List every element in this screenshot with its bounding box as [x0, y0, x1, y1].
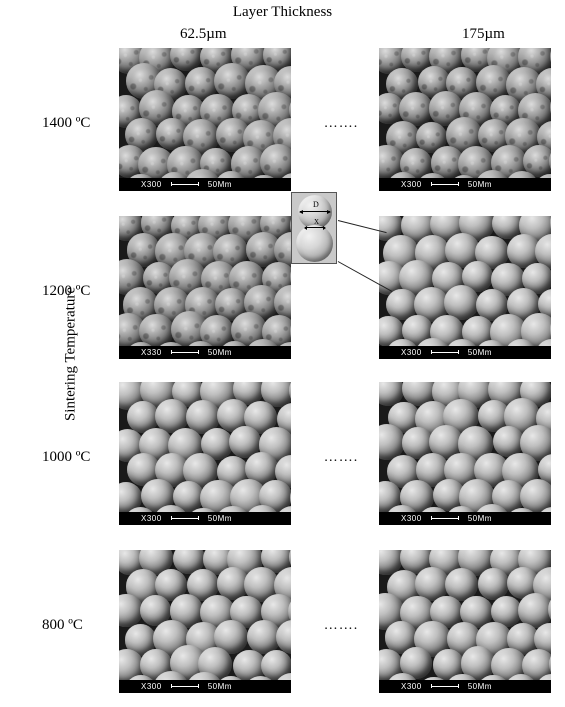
sem-panel-1400-62: X300 50Mm: [119, 48, 291, 191]
magnification: X300: [141, 682, 162, 691]
sem-panel-1000-175: X300 50Mm: [379, 382, 551, 525]
scale-length: 50Mm: [468, 514, 492, 523]
scale-line-icon: [431, 518, 459, 519]
scale-length: 50Mm: [468, 180, 492, 189]
magnification: X300: [141, 514, 162, 523]
scale-line-icon: [171, 184, 199, 185]
scale-bar: X300 50Mm: [379, 680, 551, 693]
column-header-right: 175µm: [462, 26, 505, 43]
row-label-1200: 1200 ºC: [42, 283, 90, 300]
sem-panel-800-175: X300 50Mm: [379, 550, 551, 693]
magnification: X300: [141, 180, 162, 189]
scale-line-icon: [431, 184, 459, 185]
scale-bar: X300 50Mm: [379, 346, 551, 359]
inset-sphere-bottom: [296, 225, 333, 262]
ellipsis-row1: …….: [316, 116, 366, 132]
scale-bar: X300 50Mm: [379, 178, 551, 191]
dimension-label-D: D: [313, 200, 319, 209]
sem-panel-1200-175: X300 50Mm: [379, 216, 551, 359]
scale-length: 50Mm: [468, 348, 492, 357]
inset-two-spheres: D X: [291, 192, 337, 264]
scale-bar: X300 50Mm: [119, 512, 291, 525]
scale-length: 50Mm: [208, 514, 232, 523]
column-header-left: 62.5µm: [180, 26, 227, 43]
magnification: X300: [401, 180, 422, 189]
ellipsis-row4: …….: [316, 618, 366, 634]
sem-panel-1200-62: X330 50Mm: [119, 216, 291, 359]
magnification: X300: [401, 514, 422, 523]
magnification: X300: [401, 348, 422, 357]
scale-line-icon: [171, 686, 199, 687]
row-label-800: 800 ºC: [42, 617, 83, 634]
sem-panel-800-62: X300 50Mm: [119, 550, 291, 693]
sem-panel-1400-175: X300 50Mm: [379, 48, 551, 191]
scale-line-icon: [171, 352, 199, 353]
scale-bar: X300 50Mm: [119, 178, 291, 191]
magnification: X300: [401, 682, 422, 691]
sem-panel-1000-62: X300 50Mm: [119, 382, 291, 525]
dimension-label-X: X: [314, 218, 319, 226]
y-axis-label: Sintering Temperature: [63, 286, 80, 420]
dimension-arrow-D-icon: [300, 211, 330, 212]
scale-length: 50Mm: [208, 348, 232, 357]
magnification: X330: [141, 348, 162, 357]
scale-line-icon: [431, 686, 459, 687]
ellipsis-row3: …….: [316, 450, 366, 466]
scale-length: 50Mm: [208, 180, 232, 189]
scale-line-icon: [171, 518, 199, 519]
figure-title: Layer Thickness: [233, 4, 332, 21]
row-label-1400: 1400 ºC: [42, 115, 90, 132]
scale-bar: X300 50Mm: [379, 512, 551, 525]
scale-line-icon: [431, 352, 459, 353]
scale-length: 50Mm: [468, 682, 492, 691]
scale-bar: X330 50Mm: [119, 346, 291, 359]
scale-bar: X300 50Mm: [119, 680, 291, 693]
scale-length: 50Mm: [208, 682, 232, 691]
row-label-1000: 1000 ºC: [42, 449, 90, 466]
dimension-arrow-X-icon: [305, 227, 325, 228]
